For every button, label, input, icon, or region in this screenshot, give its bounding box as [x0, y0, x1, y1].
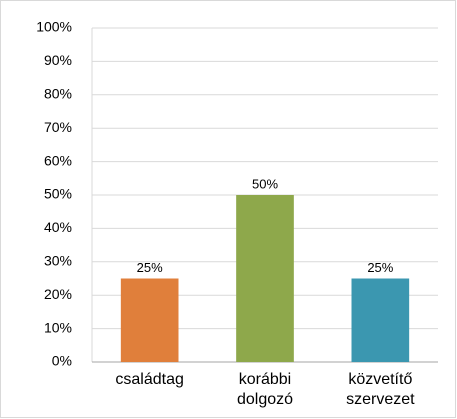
y-tick-label: 70%: [44, 119, 72, 135]
value-label: 25%: [137, 260, 163, 275]
y-tick-label: 30%: [44, 253, 72, 269]
y-tick-label: 100%: [36, 19, 72, 35]
y-tick-label: 60%: [44, 152, 72, 168]
value-label: 50%: [252, 176, 278, 191]
bar: [351, 278, 410, 362]
x-tick-label: családtag: [115, 371, 184, 388]
y-tick-label: 80%: [44, 86, 72, 102]
y-tick-label: 90%: [44, 52, 72, 68]
value-label: 25%: [367, 260, 393, 275]
x-tick-label: korábbi dolgozó: [236, 371, 294, 408]
x-tick-label: közvetítő szervezet: [346, 371, 415, 408]
y-tick-label: 50%: [44, 186, 72, 202]
y-tick-label: 20%: [44, 286, 72, 302]
bar: [236, 195, 294, 362]
y-tick-label: 0%: [52, 353, 72, 369]
y-tick-label: 10%: [44, 319, 72, 335]
bar: [120, 278, 179, 362]
y-tick-label: 40%: [44, 219, 72, 235]
